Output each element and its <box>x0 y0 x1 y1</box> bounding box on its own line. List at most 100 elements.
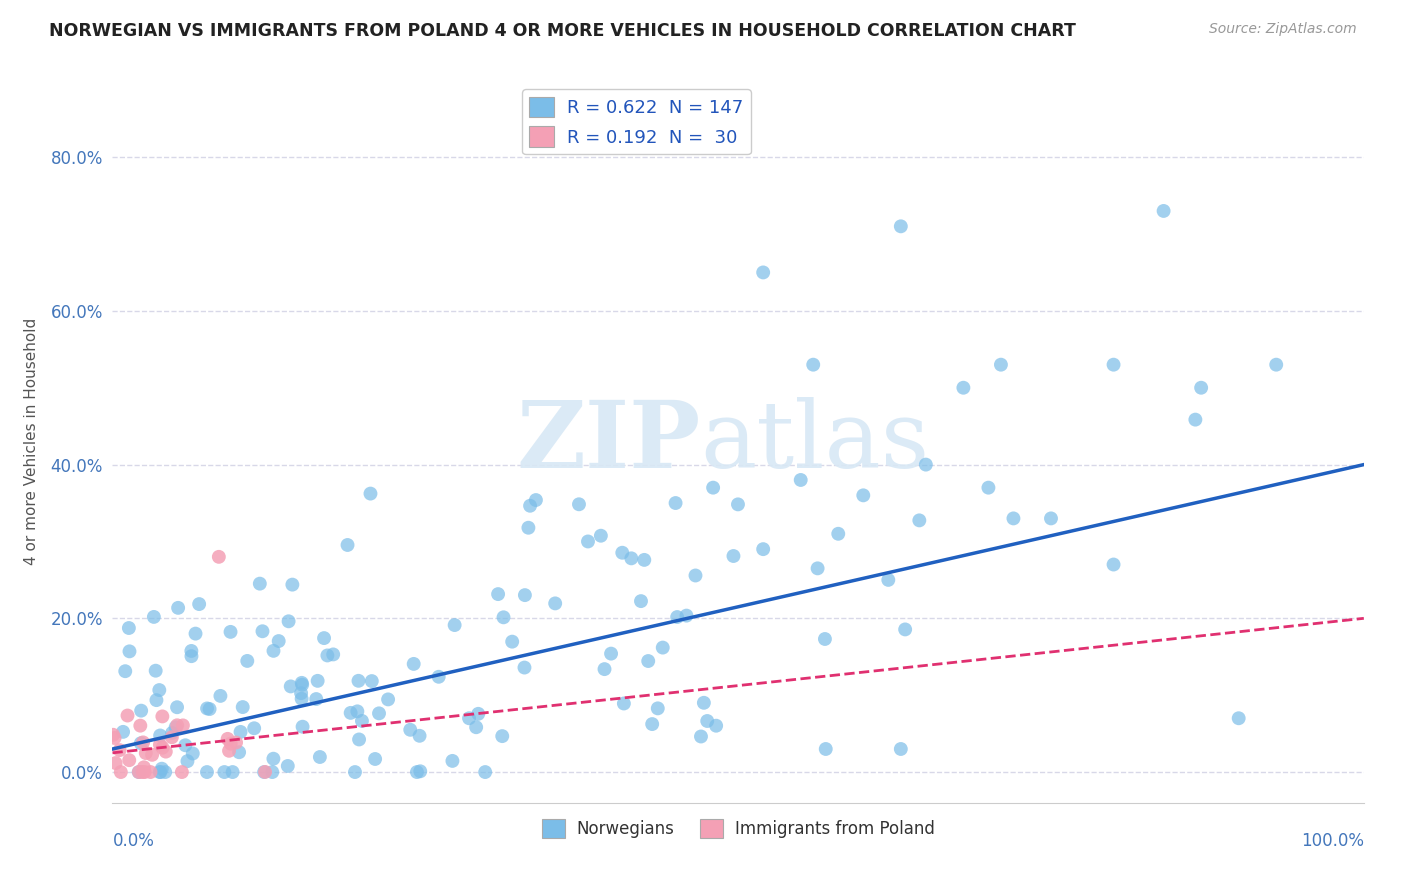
Point <box>290 686 312 700</box>
Point <box>128 765 150 780</box>
Point <box>249 576 271 591</box>
Point <box>664 496 686 510</box>
Point <box>252 624 274 639</box>
Point <box>218 744 240 758</box>
Text: atlas: atlas <box>700 397 929 486</box>
Point <box>225 735 247 749</box>
Point <box>915 458 938 472</box>
Point <box>377 692 399 706</box>
Point <box>145 693 167 707</box>
Point <box>148 683 170 698</box>
Point <box>176 754 198 768</box>
Point <box>402 657 425 671</box>
Point <box>637 654 659 668</box>
Point <box>1102 358 1125 372</box>
Point <box>160 726 183 740</box>
Point <box>291 678 314 692</box>
Point <box>441 754 464 768</box>
Point <box>347 732 370 747</box>
Point <box>322 648 344 662</box>
Point <box>180 644 202 658</box>
Point <box>112 724 135 739</box>
Point <box>752 542 775 557</box>
Point <box>641 717 664 731</box>
Point <box>142 610 165 624</box>
Point <box>291 720 314 734</box>
Point <box>890 742 912 756</box>
Text: ZIP: ZIP <box>516 397 700 486</box>
Point <box>263 644 285 658</box>
Point <box>291 676 314 690</box>
Point <box>114 664 136 678</box>
Point <box>184 626 207 640</box>
Point <box>593 662 616 676</box>
Point <box>443 618 465 632</box>
Point <box>524 493 547 508</box>
Point <box>181 747 204 761</box>
Point <box>513 588 536 602</box>
Point <box>117 708 139 723</box>
Point <box>103 731 125 745</box>
Point <box>221 765 243 780</box>
Point <box>155 765 177 780</box>
Point <box>693 696 716 710</box>
Point <box>253 765 276 780</box>
Point <box>195 701 218 715</box>
Point <box>149 765 172 780</box>
Legend: Norwegians, Immigrants from Poland: Norwegians, Immigrants from Poland <box>536 813 941 845</box>
Point <box>1039 511 1063 525</box>
Point <box>346 704 368 718</box>
Point <box>877 573 900 587</box>
Point <box>576 534 599 549</box>
Point <box>339 706 361 720</box>
Point <box>166 718 188 732</box>
Point <box>305 692 328 706</box>
Text: Source: ZipAtlas.com: Source: ZipAtlas.com <box>1209 22 1357 37</box>
Point <box>236 654 259 668</box>
Point <box>1189 381 1212 395</box>
Point <box>890 219 912 234</box>
Point <box>174 739 197 753</box>
Point <box>702 481 724 495</box>
Point <box>492 610 515 624</box>
Point <box>474 765 496 780</box>
Text: 0.0%: 0.0% <box>112 831 155 850</box>
Point <box>149 738 172 752</box>
Point <box>217 731 239 746</box>
Point <box>620 551 643 566</box>
Point <box>491 729 513 743</box>
Point <box>696 714 718 728</box>
Point <box>427 670 450 684</box>
Point <box>827 526 849 541</box>
Point <box>118 621 141 635</box>
Point <box>254 764 277 779</box>
Point <box>170 765 193 780</box>
Point <box>364 752 387 766</box>
Point <box>152 740 174 755</box>
Point <box>188 597 211 611</box>
Point <box>277 759 299 773</box>
Point <box>630 594 652 608</box>
Point <box>128 765 150 780</box>
Point <box>243 721 266 735</box>
Point <box>118 753 141 767</box>
Point <box>281 577 304 591</box>
Point <box>633 553 655 567</box>
Point <box>118 644 141 658</box>
Point <box>167 600 190 615</box>
Point <box>195 765 218 780</box>
Point <box>568 497 591 511</box>
Point <box>666 610 689 624</box>
Point <box>467 706 489 721</box>
Point <box>513 660 536 674</box>
Point <box>486 587 509 601</box>
Point <box>727 497 749 511</box>
Point <box>801 358 824 372</box>
Point <box>368 706 391 721</box>
Point <box>685 568 707 582</box>
Point <box>209 689 232 703</box>
Point <box>814 742 837 756</box>
Point <box>790 473 813 487</box>
Point <box>343 765 366 780</box>
Point <box>613 697 636 711</box>
